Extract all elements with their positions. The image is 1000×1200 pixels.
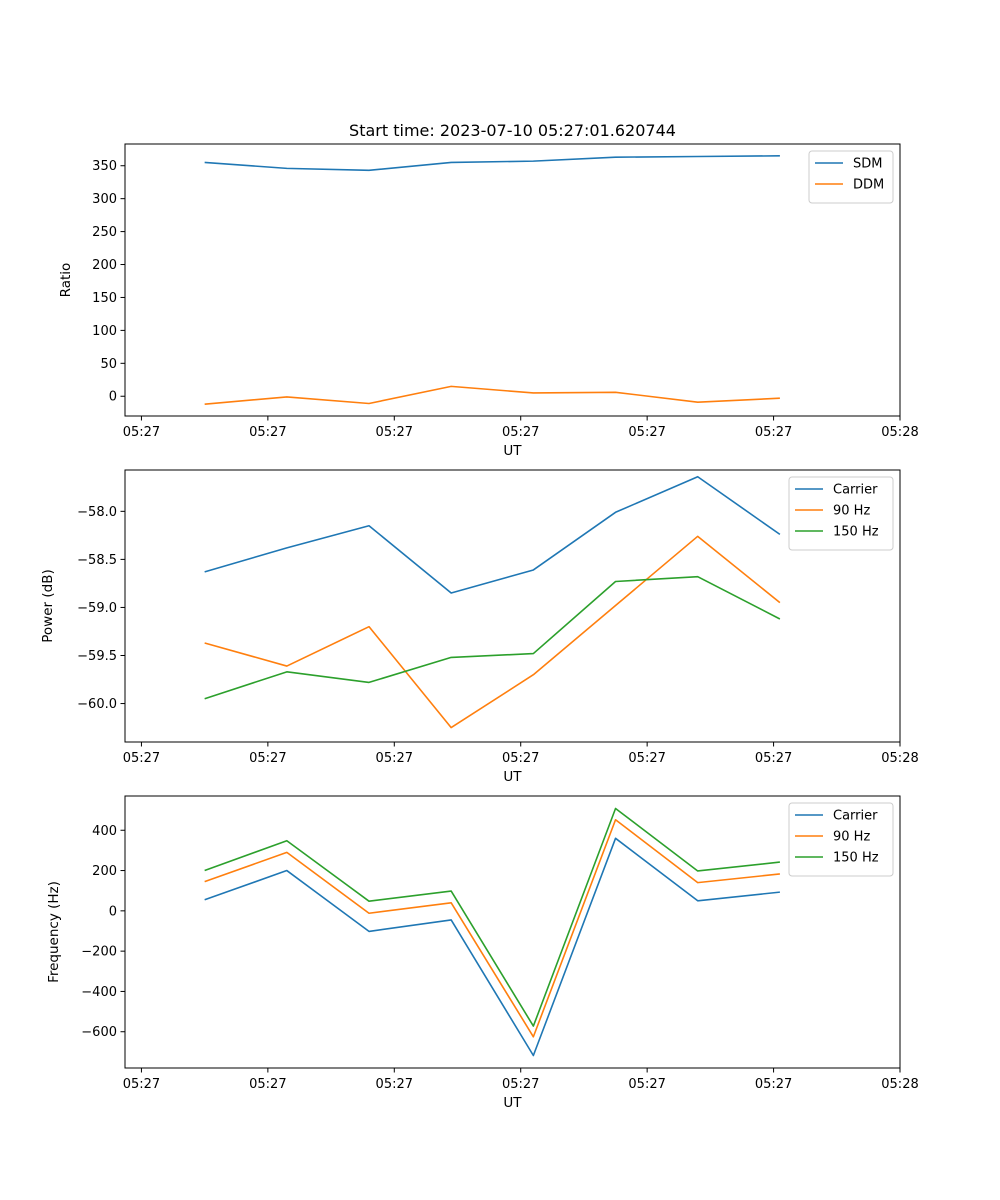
x-tick-label: 05:27: [249, 1077, 286, 1092]
legend: Carrier 90 Hz 150 Hz: [788, 476, 894, 551]
y-tick-label: 250: [92, 225, 117, 240]
y-tick-label: −59.5: [77, 649, 117, 664]
x-tick-label: 05:27: [376, 425, 413, 440]
legend-label: DDM: [853, 178, 884, 193]
y-tick-label: −59.0: [77, 601, 117, 616]
y-tick-label: 200: [92, 258, 117, 273]
series-line-sdm: [204, 155, 780, 172]
y-tick-label: −400: [81, 985, 117, 1000]
axes-frame: [124, 143, 901, 417]
x-tick-label: 05:27: [249, 425, 286, 440]
x-tick-label: 05:27: [755, 751, 792, 766]
series-line-90-hz: [204, 818, 780, 1038]
y-tick-label: 350: [92, 159, 117, 174]
x-tick-label: 05:27: [123, 1077, 160, 1092]
series-line-carrier: [204, 837, 780, 1057]
y-tick-label: −600: [81, 1025, 117, 1040]
plot-3: 05:27 05:27 05:27 05:27 05:27 05:27 05:28 −600 −…: [46, 795, 919, 1111]
y-tick-label: 150: [92, 291, 117, 306]
series-line-90-hz: [204, 535, 781, 729]
series-line-150-hz: [204, 575, 781, 700]
x-tick-label: 05:27: [376, 1077, 413, 1092]
x-tick-label: 05:27: [628, 751, 665, 766]
legend-label: Carrier: [833, 483, 878, 498]
legend: SDM DDM: [808, 150, 894, 204]
y-axis-label: Power (dB): [40, 569, 56, 642]
x-tick-label: 05:27: [628, 1077, 665, 1092]
legend-label: Carrier: [833, 809, 878, 824]
x-tick-label: 05:27: [628, 425, 665, 440]
legend-label: 90 Hz: [833, 504, 870, 519]
legend-label: 150 Hz: [833, 851, 879, 866]
series-line-150-hz: [204, 807, 780, 1027]
plot-2: 05:27 05:27 05:27 05:27 05:27 05:27 05:28 −60.0…: [40, 469, 919, 785]
legend-label: SDM: [853, 157, 882, 172]
x-tick-label: 05:27: [755, 425, 792, 440]
x-tick-label: 05:27: [376, 751, 413, 766]
y-tick-label: −58.5: [77, 553, 117, 568]
x-axis-label: UT: [503, 769, 522, 785]
chart-title: Start time: 2023-07-10 05:27:01.620744: [349, 121, 676, 140]
axes-frame: [124, 469, 901, 743]
x-axis-label: UT: [503, 443, 522, 459]
x-tick-label: 05:28: [881, 751, 918, 766]
x-tick-label: 05:27: [502, 751, 539, 766]
x-tick-label: 05:27: [123, 751, 160, 766]
y-tick-label: 50: [100, 357, 117, 372]
x-tick-label: 05:28: [881, 425, 918, 440]
legend-label: 90 Hz: [833, 830, 870, 845]
x-tick-label: 05:27: [755, 1077, 792, 1092]
y-axis-label: Ratio: [58, 263, 74, 298]
y-tick-label: 0: [109, 390, 117, 405]
legend-label: 150 Hz: [833, 525, 879, 540]
y-tick-label: −200: [81, 945, 117, 960]
series-line-carrier: [204, 475, 781, 594]
legend: Carrier 90 Hz 150 Hz: [788, 802, 894, 877]
y-tick-label: 400: [92, 824, 117, 839]
y-axis-label: Frequency (Hz): [46, 881, 62, 983]
y-tick-label: −58.0: [77, 505, 117, 520]
x-tick-label: 05:27: [249, 751, 286, 766]
y-tick-label: 100: [92, 324, 117, 339]
legend-box: [808, 150, 894, 204]
x-tick-label: 05:27: [502, 425, 539, 440]
axes-frame: [124, 795, 901, 1069]
y-tick-label: 300: [92, 192, 117, 207]
y-tick-label: −60.0: [77, 697, 117, 712]
y-tick-label: 200: [92, 864, 117, 879]
x-tick-label: 05:28: [881, 1077, 918, 1092]
x-tick-label: 05:27: [502, 1077, 539, 1092]
x-axis-label: UT: [503, 1095, 522, 1111]
plot-1: 05:27 05:27 05:27 05:27 05:27 05:27 05:28 0 50 10…: [58, 143, 919, 459]
series-line-ddm: [204, 385, 780, 405]
y-tick-label: 0: [109, 904, 117, 919]
x-tick-label: 05:27: [123, 425, 160, 440]
